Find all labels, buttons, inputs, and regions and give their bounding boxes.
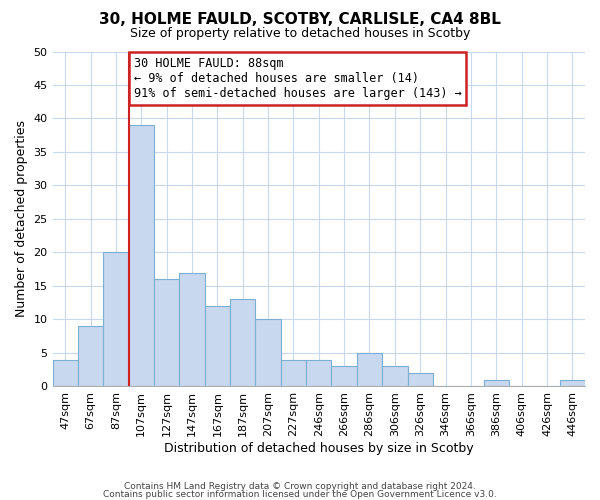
Text: 30 HOLME FAULD: 88sqm
← 9% of detached houses are smaller (14)
91% of semi-detac: 30 HOLME FAULD: 88sqm ← 9% of detached h…: [134, 57, 461, 100]
Bar: [382, 366, 407, 386]
Bar: [78, 326, 103, 386]
Bar: [128, 125, 154, 386]
Bar: [256, 320, 281, 386]
Bar: [179, 272, 205, 386]
Bar: [103, 252, 128, 386]
Bar: [53, 360, 78, 386]
Bar: [154, 280, 179, 386]
Bar: [407, 373, 433, 386]
Bar: [281, 360, 306, 386]
Bar: [205, 306, 230, 386]
Y-axis label: Number of detached properties: Number of detached properties: [15, 120, 28, 318]
Bar: [484, 380, 509, 386]
Bar: [357, 353, 382, 386]
X-axis label: Distribution of detached houses by size in Scotby: Distribution of detached houses by size …: [164, 442, 473, 455]
Text: Contains HM Land Registry data © Crown copyright and database right 2024.: Contains HM Land Registry data © Crown c…: [124, 482, 476, 491]
Text: 30, HOLME FAULD, SCOTBY, CARLISLE, CA4 8BL: 30, HOLME FAULD, SCOTBY, CARLISLE, CA4 8…: [99, 12, 501, 28]
Text: Contains public sector information licensed under the Open Government Licence v3: Contains public sector information licen…: [103, 490, 497, 499]
Bar: [560, 380, 585, 386]
Bar: [306, 360, 331, 386]
Bar: [230, 300, 256, 386]
Text: Size of property relative to detached houses in Scotby: Size of property relative to detached ho…: [130, 28, 470, 40]
Bar: [331, 366, 357, 386]
